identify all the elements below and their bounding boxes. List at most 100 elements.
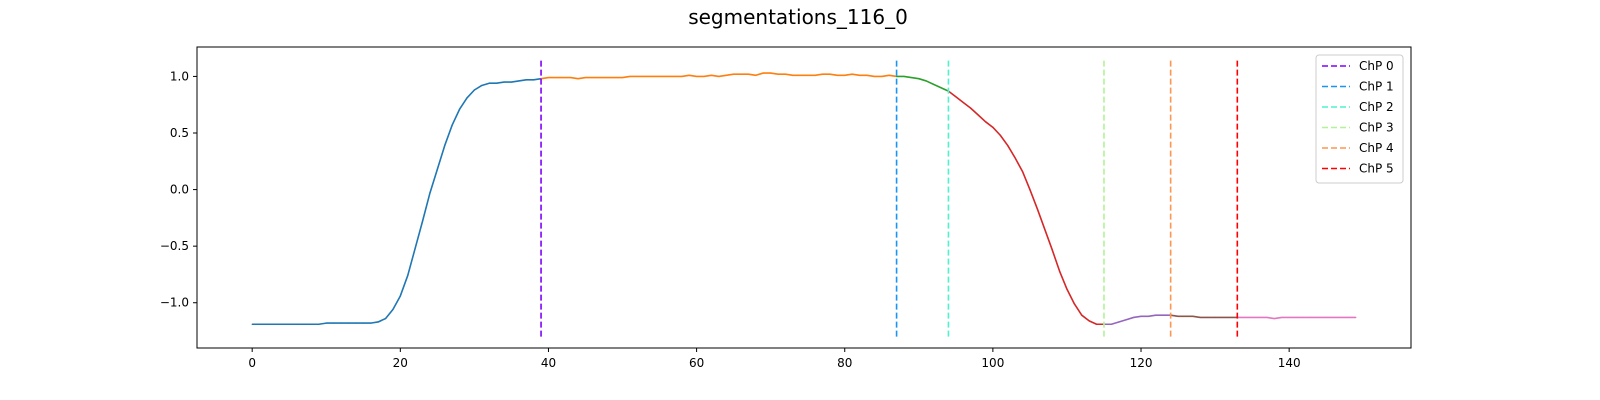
- data-point: [333, 322, 335, 324]
- data-point: [821, 73, 824, 75]
- data-point: [940, 87, 942, 89]
- data-point: [407, 274, 409, 277]
- data-point: [466, 97, 468, 99]
- data-point: [962, 101, 964, 104]
- data-point: [984, 121, 987, 123]
- y-tick-label: 1.0: [170, 69, 189, 83]
- data-point: [584, 76, 587, 79]
- data-point: [347, 322, 350, 324]
- data-point: [1162, 314, 1164, 316]
- data-point: [644, 75, 646, 78]
- data-point: [592, 76, 594, 79]
- data-point: [1258, 316, 1261, 319]
- legend-box: [1315, 54, 1404, 184]
- data-point: [799, 74, 801, 76]
- data-point: [547, 76, 550, 79]
- data-point: [873, 75, 875, 78]
- data-point: [918, 78, 920, 80]
- x-tick-label: 60: [689, 356, 704, 370]
- data-point: [458, 108, 461, 110]
- data-point: [384, 317, 387, 320]
- data-point: [281, 323, 283, 325]
- data-point: [666, 75, 668, 78]
- data-point: [814, 74, 816, 76]
- data-point: [1221, 316, 1224, 319]
- data-point: [1310, 316, 1312, 319]
- data-point: [636, 75, 638, 78]
- data-point: [844, 74, 846, 76]
- legend-label-1: ChP 1: [1359, 80, 1394, 94]
- data-point: [903, 75, 905, 78]
- data-point: [688, 74, 690, 76]
- data-point: [1147, 315, 1150, 317]
- series-line-5: [1170, 314, 1238, 319]
- data-point: [1229, 316, 1231, 319]
- data-point: [858, 74, 861, 76]
- data-point: [829, 73, 831, 75]
- data-point: [770, 72, 772, 74]
- data-point: [621, 76, 624, 79]
- data-point: [392, 308, 394, 311]
- y-tick-label: −1.0: [160, 296, 189, 310]
- series-line-0: [252, 77, 542, 326]
- data-point: [977, 114, 979, 116]
- data-point: [1029, 188, 1031, 191]
- x-tick-label: 0: [248, 356, 256, 370]
- data-point: [895, 75, 898, 78]
- data-point: [473, 89, 475, 91]
- data-point: [288, 323, 290, 325]
- data-point: [777, 73, 779, 75]
- data-point: [762, 72, 764, 74]
- data-point: [1133, 316, 1135, 319]
- y-tick-label: −0.5: [160, 239, 189, 253]
- data-point: [733, 73, 735, 75]
- data-point: [792, 74, 794, 76]
- data-point: [1184, 315, 1187, 317]
- data-point: [1118, 321, 1120, 323]
- data-point: [1244, 316, 1246, 319]
- data-point: [1081, 314, 1083, 316]
- data-point: [725, 74, 727, 76]
- data-point: [658, 75, 661, 78]
- data-point: [251, 323, 253, 325]
- data-point: [429, 192, 431, 194]
- data-point: [1058, 270, 1061, 272]
- data-point: [1355, 316, 1357, 319]
- data-point: [881, 75, 883, 78]
- data-point: [1014, 157, 1016, 159]
- data-point: [1051, 248, 1053, 251]
- data-point: [1207, 316, 1209, 319]
- data-point: [377, 321, 379, 323]
- data-point: [755, 74, 757, 76]
- plot-frame: [196, 46, 1412, 349]
- x-tick-label: 100: [981, 356, 1004, 370]
- data-point: [614, 76, 616, 79]
- data-point: [807, 74, 809, 76]
- chart-title: segmentations_116_0: [688, 5, 908, 29]
- data-point: [1007, 144, 1009, 147]
- legend-label-4: ChP 4: [1359, 141, 1394, 155]
- data-point: [784, 73, 787, 75]
- changepoint-layer: [540, 60, 1239, 338]
- data-point: [562, 76, 564, 79]
- data-point: [1095, 323, 1098, 325]
- data-point: [1251, 316, 1253, 319]
- data-point: [481, 84, 483, 87]
- data-point: [1192, 315, 1194, 317]
- data-point: [318, 323, 320, 325]
- data-point: [673, 75, 675, 78]
- data-point: [1199, 316, 1201, 319]
- data-point: [1288, 316, 1290, 319]
- data-point: [888, 74, 890, 76]
- data-point: [273, 323, 275, 325]
- data-point: [703, 75, 705, 78]
- x-tick-label: 140: [1278, 356, 1301, 370]
- data-point: [607, 76, 609, 79]
- data-point: [362, 322, 364, 324]
- data-point: [555, 76, 557, 79]
- legend-label-3: ChP 3: [1359, 121, 1394, 135]
- data-point: [1295, 316, 1298, 319]
- data-point: [740, 73, 742, 75]
